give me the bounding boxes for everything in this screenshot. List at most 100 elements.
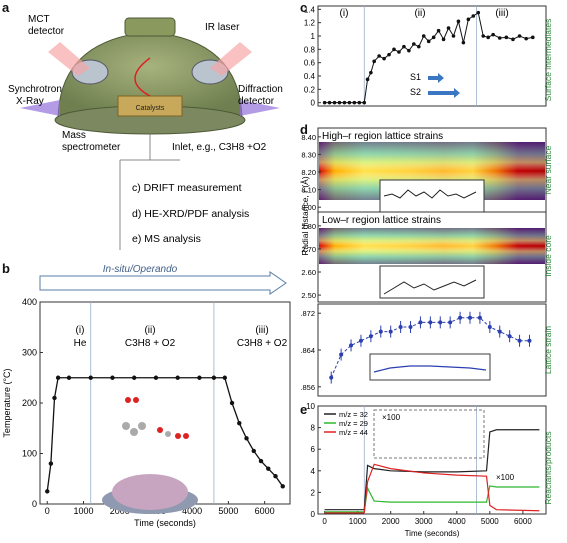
right-panels: 00.20.40.60.811.21.4DRIFTs peak area (a.…: [300, 5, 553, 538]
side-core: Inside core: [543, 235, 553, 277]
b-point: [45, 489, 50, 494]
d-strain-point: [378, 329, 383, 334]
d-strain-point: [517, 338, 522, 343]
d_strain-ytick-label: 3.856: [300, 383, 315, 392]
c-point: [342, 100, 347, 105]
d-strain-inset: [369, 353, 491, 381]
e-xtick-label: 0: [322, 517, 327, 526]
b-xtick-label: 2000: [110, 506, 130, 516]
c-point: [322, 100, 327, 105]
e-ytick-label: 2: [311, 488, 316, 497]
d-strain-point: [527, 338, 532, 343]
b-ytick-label: 300: [22, 348, 37, 358]
d_high-ytick-label: 8.10: [301, 186, 316, 195]
d-strain-point: [358, 338, 363, 343]
e-xlabel: Time (seconds): [405, 529, 460, 538]
e-ytick-label: 6: [311, 445, 316, 454]
d_high-ytick-label: 8.30: [301, 150, 316, 159]
c-series-line: [324, 11, 533, 104]
b-point: [244, 436, 249, 441]
e-xtick-label: 4000: [448, 517, 466, 526]
d-strain-point: [438, 320, 443, 325]
d_low-ytick-label: 2.60: [301, 268, 316, 277]
e-frame: [317, 405, 547, 515]
xray-beam-in: [20, 100, 60, 116]
d-high-title: High–r region lattice strains: [322, 131, 443, 142]
b-point: [251, 448, 256, 454]
c-point: [431, 35, 436, 40]
d-strain-point: [408, 325, 413, 329]
c-ytick-label: 1.4: [304, 5, 316, 14]
c-point: [327, 100, 332, 105]
b-point: [222, 375, 227, 380]
mct-label-1: MCT: [28, 14, 50, 25]
b-point: [175, 375, 180, 380]
e-xtick-label: 2000: [382, 517, 400, 526]
step-e: e) MS analysis: [132, 233, 201, 245]
region-iii-roman: (iii): [255, 325, 268, 336]
s1-label: S1: [410, 72, 421, 82]
d-high-inset-line: [383, 189, 477, 199]
d-radial-label: Radial distance, r (Å): [300, 176, 310, 256]
b-series-line: [46, 377, 284, 492]
d-strain-point: [507, 334, 512, 339]
b-ytick-label: 200: [22, 398, 37, 408]
b-ytick-label: 0: [32, 499, 37, 509]
c-point: [365, 77, 370, 82]
c-point: [524, 36, 528, 41]
b-xtick-label: 4000: [182, 506, 202, 516]
d-low-inset: [379, 265, 485, 299]
d-strain-point: [428, 320, 433, 325]
e-xtick-label: 5000: [481, 517, 499, 526]
region-i-gas: He: [74, 338, 87, 349]
b-point: [280, 484, 285, 489]
gas-line: [134, 57, 151, 97]
b-point: [132, 375, 137, 380]
b-xtick-label: 1000: [73, 506, 93, 516]
c-point: [392, 47, 396, 52]
c-point: [402, 44, 406, 49]
c-point: [426, 39, 431, 44]
c-point: [446, 26, 451, 30]
e-xtick-label: 6000: [514, 517, 532, 526]
region-iii-gas: C3H8 + O2: [237, 338, 288, 349]
b-point: [197, 375, 202, 380]
e-ytick-label: 4: [311, 467, 316, 476]
s1-arrow: [428, 73, 444, 83]
panel-letter-a: a: [2, 0, 10, 15]
c-point: [517, 34, 522, 38]
e-legend-label: m/z = 29: [339, 419, 368, 428]
c-point: [397, 50, 401, 54]
c-point: [352, 100, 357, 105]
c-point: [362, 100, 367, 105]
d-strain-point: [468, 315, 472, 320]
c-ytick-label: 1.2: [304, 19, 316, 28]
side-reactants: Reactants/products: [543, 431, 553, 504]
c-frame: [317, 5, 547, 107]
c-point: [372, 59, 376, 64]
xray-beam-out: [240, 100, 280, 116]
c-roman-i: (i): [340, 8, 349, 19]
c-point: [530, 35, 535, 40]
c-point: [369, 70, 373, 75]
d-strain-point: [477, 315, 482, 320]
c-point: [441, 37, 446, 42]
d-strain-point: [448, 320, 453, 325]
c-point: [456, 19, 461, 24]
b-point: [237, 421, 242, 426]
b-ytick-label: 100: [22, 449, 37, 459]
b-ylabel: Temperature (°C): [2, 368, 12, 437]
c-point: [497, 36, 502, 40]
b-point: [88, 375, 93, 380]
c-point: [451, 34, 456, 38]
ir-beam-right: [210, 42, 252, 76]
e-legend-label: m/z = 44: [339, 428, 368, 437]
c-point: [412, 42, 416, 46]
c-ytick-label: 0.8: [304, 45, 316, 54]
molecule-illustration: [102, 397, 198, 514]
c-ytick-label: 0.2: [304, 85, 316, 94]
d-strain-point: [497, 329, 502, 334]
d_low-ytick-label: 2.70: [301, 245, 316, 254]
c-ytick-label: 0.6: [304, 59, 316, 68]
b-point: [273, 474, 278, 479]
